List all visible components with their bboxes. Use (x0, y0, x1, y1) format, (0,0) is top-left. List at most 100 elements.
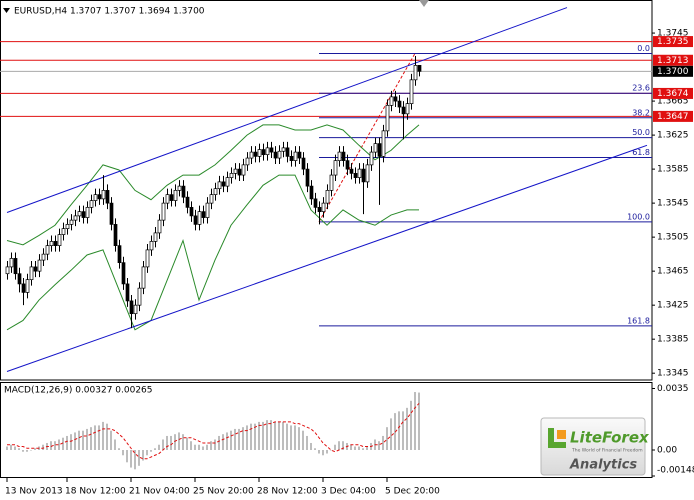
candle-body (29, 266, 34, 281)
candle-body (381, 130, 386, 157)
candle-body (361, 168, 366, 183)
macd-bar (338, 441, 340, 450)
macd-bar (210, 441, 212, 450)
candle-body (261, 149, 266, 156)
macd-bar (170, 435, 172, 450)
macd-bar (122, 450, 124, 456)
macd-bar (306, 435, 308, 450)
macd-bar (326, 450, 328, 454)
y-tick-label: 1.3465 (657, 267, 689, 277)
macd-bar (30, 450, 32, 451)
candle-body (249, 151, 254, 159)
axis-layer: 1.3345 1.3385 1.3425 1.3465 1.3505 1.3545 1.35… (5, 29, 694, 497)
candle-body (285, 147, 290, 157)
macd-bar (194, 444, 196, 450)
macd-bar (10, 444, 12, 450)
candle-body (73, 215, 78, 221)
candle-body (309, 185, 314, 200)
fib-level-label: 50.0 (632, 128, 650, 137)
macd-bar (282, 421, 284, 450)
candle-body (377, 143, 382, 157)
macd-bar (162, 439, 164, 450)
candle-body (201, 211, 206, 218)
candle-body (77, 211, 82, 217)
macd-bar (290, 425, 292, 450)
candle-body (333, 160, 338, 176)
macd-bar (66, 435, 68, 450)
candle-body (389, 96, 394, 106)
macd-bar (310, 442, 312, 450)
candle-body (329, 174, 334, 191)
macd-bar (318, 450, 320, 454)
candle-body (221, 181, 226, 187)
candle-body (233, 168, 238, 174)
macd-bar (102, 421, 104, 450)
macd-bar (86, 428, 88, 450)
macd-y-tick-label: 0.00 (657, 446, 677, 456)
candle-body (101, 190, 106, 200)
macd-bar (406, 407, 408, 450)
macd-bar (398, 411, 400, 450)
macd-bar (98, 425, 100, 450)
candle-body (121, 262, 126, 285)
candle-body (205, 202, 210, 218)
candle-body (53, 241, 58, 246)
macd-bar (70, 434, 72, 450)
candle-body (105, 190, 110, 204)
candle-body (293, 151, 298, 161)
macd-bar (270, 420, 272, 450)
macd-bar (294, 425, 296, 450)
candle-body (45, 245, 50, 255)
candle-body (69, 219, 74, 225)
symbol-menu[interactable] (3, 8, 10, 13)
macd-bar (42, 444, 44, 450)
logo-product: Analytics (569, 458, 637, 473)
macd-bar (62, 437, 64, 450)
macd-bar (214, 439, 216, 450)
candle-body (317, 207, 322, 212)
channel-line (6, 144, 648, 372)
candle-body (241, 164, 246, 176)
candle-body (217, 181, 222, 190)
x-tick-label: 21 Nov 04:00 (129, 487, 190, 497)
macd-bar (126, 450, 128, 463)
macd-bar (342, 441, 344, 450)
candle-body (213, 188, 218, 195)
macd-panel (0, 382, 653, 478)
candle-body (413, 65, 418, 81)
x-tick-label: 18 Nov 12:00 (65, 487, 126, 497)
candle-body (97, 194, 102, 200)
candle-body (265, 147, 270, 156)
candle-body (133, 304, 138, 315)
candle-body (253, 151, 258, 157)
macd-bar (54, 441, 56, 450)
y-tick-label: 1.3385 (657, 335, 689, 345)
candle-body (117, 245, 122, 264)
candle-body (41, 253, 46, 261)
shift-marker (419, 0, 429, 7)
candle-body (57, 234, 62, 246)
candle-body (281, 147, 286, 152)
candle-body (189, 207, 194, 217)
candle-body (369, 151, 374, 166)
candle-body (177, 185, 182, 191)
fib-level-label: 38.2 (632, 108, 650, 117)
macd-bar (314, 448, 316, 450)
macd-bar (322, 450, 324, 456)
candle-body (277, 150, 282, 159)
candle-body (269, 147, 274, 153)
candle-body (9, 258, 14, 268)
macd-bar (218, 435, 220, 450)
macd-bar (182, 434, 184, 450)
candle-body (137, 287, 142, 306)
candle-body (417, 65, 422, 72)
macd-bar (302, 430, 304, 450)
level-label: 1.3713 (657, 56, 689, 66)
macd-signal (7, 403, 420, 460)
macd-bar (130, 450, 132, 468)
x-tick-label: 25 Nov 20:00 (193, 487, 254, 497)
x-tick-label: 13 Nov 2013 (5, 487, 63, 497)
candle-body (289, 156, 294, 161)
macd-bar (258, 421, 260, 450)
